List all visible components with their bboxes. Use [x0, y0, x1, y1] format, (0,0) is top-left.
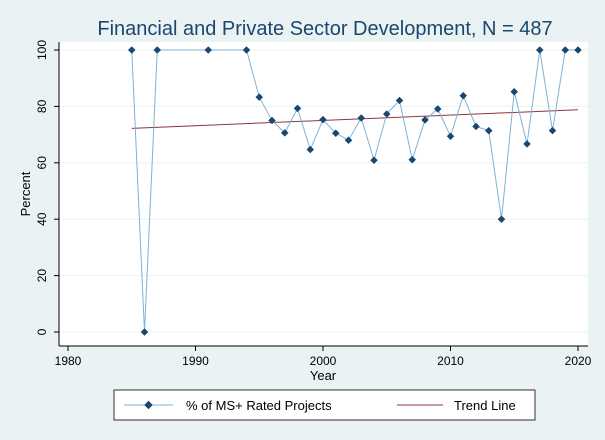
data-point [472, 122, 480, 131]
legend-marker-ms [144, 400, 153, 410]
data-point [293, 104, 302, 113]
data-point [497, 215, 506, 224]
y-tick-label: 60 [35, 156, 49, 170]
data-point [459, 91, 468, 100]
y-tick-label: 100 [35, 40, 49, 60]
x-tick-label: 2010 [437, 354, 464, 368]
x-tick-label: 2000 [310, 354, 337, 368]
y-tick-label: 40 [35, 212, 49, 226]
y-tick-label: 20 [35, 269, 49, 283]
legend-box [113, 389, 536, 421]
axes [54, 42, 588, 351]
legend-diamond [144, 400, 153, 410]
data-point [140, 328, 149, 336]
data-point [561, 46, 570, 54]
data-point [255, 93, 264, 101]
tick-labels: 0 20 40 60 80 100 1980 1990 2000 2010 2020 [35, 40, 592, 368]
data-point [446, 132, 455, 141]
legend: % of MS+ Rated Projects Trend Line [113, 389, 536, 421]
data-point [357, 114, 366, 122]
y-tick-label: 80 [35, 99, 49, 113]
legend-label-trend: Trend Line [454, 398, 516, 413]
trend-line [131, 109, 579, 129]
data-point [535, 46, 544, 54]
series-layer [127, 46, 582, 336]
data-point [484, 126, 493, 135]
data-point [523, 140, 531, 148]
data-point [574, 46, 582, 54]
data-point [242, 46, 251, 54]
data-point [548, 126, 557, 135]
data-point [306, 145, 315, 154]
data-point [433, 105, 442, 113]
y-tick-label: 0 [35, 328, 49, 335]
legend-label-ms: % of MS+ Rated Projects [186, 398, 332, 413]
data-point [395, 96, 404, 105]
chart-title: Financial and Private Sector Development… [97, 18, 552, 40]
data-point [127, 46, 136, 54]
data-point [344, 136, 353, 145]
data-point [268, 116, 276, 125]
data-point [331, 129, 340, 138]
data-point [370, 156, 378, 165]
x-tick-label: 1980 [55, 354, 82, 368]
data-point [421, 116, 429, 124]
data-point [204, 46, 213, 54]
y-axis-label: Percent [18, 171, 33, 216]
data-point [280, 129, 289, 137]
x-tick-label: 1990 [182, 354, 209, 368]
data-point [408, 155, 417, 164]
data-point [153, 46, 162, 54]
plot-area [59, 42, 588, 346]
data-point [510, 87, 519, 96]
x-axis-label: Year [310, 368, 337, 383]
data-point [319, 115, 327, 124]
x-tick-label: 2020 [565, 354, 592, 368]
data-point [382, 110, 391, 118]
